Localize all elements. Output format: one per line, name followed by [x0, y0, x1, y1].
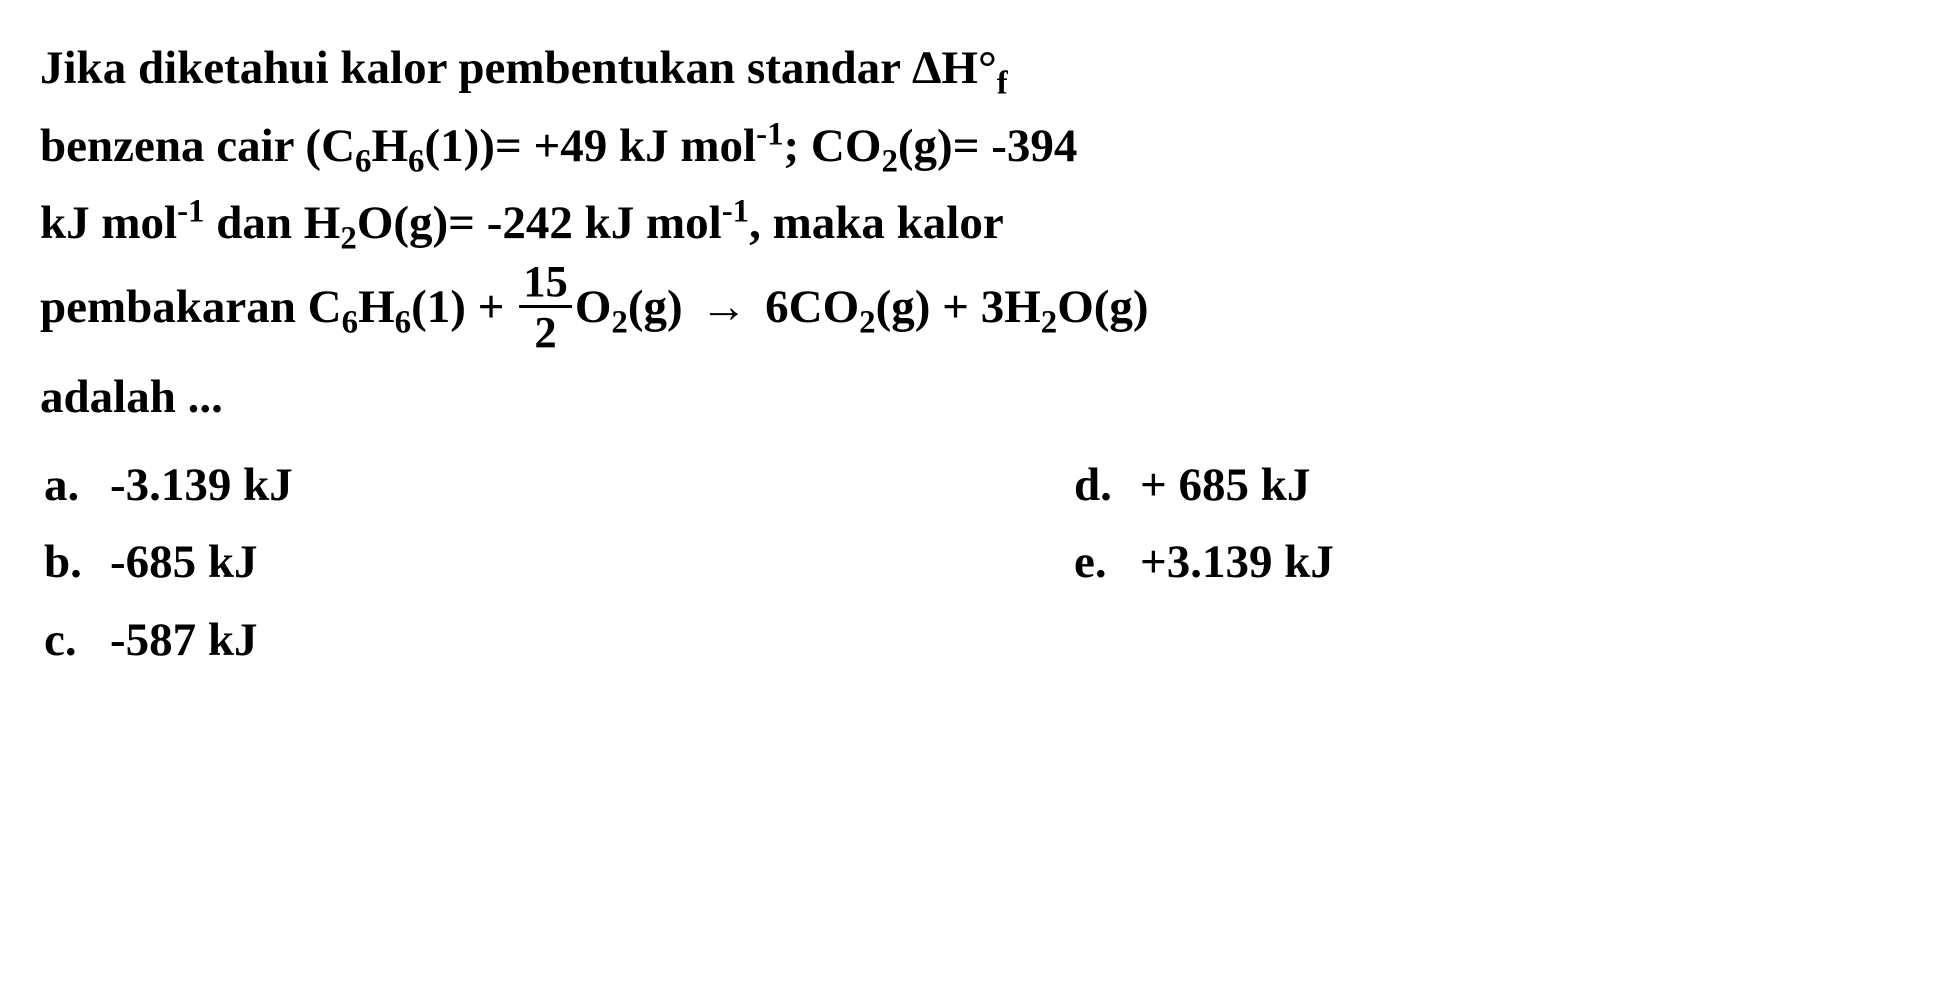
- option-a: a. -3.139 kJ: [40, 447, 1070, 525]
- subscript: 6: [342, 304, 358, 340]
- subscript: 2: [340, 220, 356, 256]
- numerator: 15: [519, 259, 572, 309]
- answer-options: a. -3.139 kJ b. -685 kJ c. -587 kJ d. + …: [40, 447, 1912, 680]
- subscript: 2: [1041, 304, 1057, 340]
- text: , maka kalor: [749, 197, 1004, 249]
- text: (g) + 3H: [876, 281, 1041, 333]
- question-line-1: Jika diketahui kalor pembentukan standar…: [40, 30, 1912, 108]
- text: (g): [628, 281, 695, 333]
- options-column-right: d. + 685 kJ e. +3.139 kJ: [1070, 447, 1912, 680]
- superscript: -1: [756, 116, 783, 152]
- question-line-4: pembakaran C6H6(1) + 152O2(g) → 6CO2(g) …: [40, 263, 1912, 359]
- text: kJ mol: [40, 197, 177, 249]
- option-text: -3.139 kJ: [110, 447, 293, 525]
- superscript: -1: [722, 193, 749, 229]
- question-line-5: adalah ...: [40, 359, 1912, 437]
- options-column-left: a. -3.139 kJ b. -685 kJ c. -587 kJ: [40, 447, 1070, 680]
- subscript: 2: [611, 304, 627, 340]
- arrow-icon: →: [700, 269, 747, 347]
- question-line-3: kJ mol-1 dan H2O(g)= -242 kJ mol-1, maka…: [40, 185, 1912, 263]
- option-letter: b.: [40, 524, 110, 602]
- text: dan H: [205, 197, 341, 249]
- option-letter: e.: [1070, 524, 1140, 602]
- option-e: e. +3.139 kJ: [1070, 524, 1912, 602]
- option-c: c. -587 kJ: [40, 602, 1070, 680]
- option-b: b. -685 kJ: [40, 524, 1070, 602]
- subscript: 6: [395, 304, 411, 340]
- text: (1) +: [411, 281, 516, 333]
- fraction: 152: [519, 259, 572, 355]
- text: H: [371, 120, 408, 172]
- question-block: Jika diketahui kalor pembentukan standar…: [40, 30, 1912, 679]
- text: adalah ...: [40, 371, 223, 423]
- text: ; CO: [784, 120, 882, 172]
- subscript: 6: [355, 143, 371, 179]
- question-line-2: benzena cair (C6H6(1))= +49 kJ mol-1; CO…: [40, 108, 1912, 186]
- text: 6CO: [753, 281, 859, 333]
- subscript: 2: [859, 304, 875, 340]
- option-text: -587 kJ: [110, 602, 258, 680]
- text: O: [575, 281, 612, 333]
- superscript: -1: [177, 193, 204, 229]
- option-letter: a.: [40, 447, 110, 525]
- text: Jika diketahui kalor pembentukan standar: [40, 42, 912, 94]
- delta-h-symbol: ΔH°: [912, 42, 997, 94]
- subscript-f: f: [997, 65, 1008, 101]
- text: O(g)= -242 kJ mol: [357, 197, 722, 249]
- text: H: [358, 281, 395, 333]
- option-text: -685 kJ: [110, 524, 258, 602]
- text: O(g): [1057, 281, 1148, 333]
- option-letter: c.: [40, 602, 110, 680]
- subscript: 6: [408, 143, 424, 179]
- option-text: + 685 kJ: [1140, 447, 1310, 525]
- option-letter: d.: [1070, 447, 1140, 525]
- denominator: 2: [519, 308, 572, 355]
- text: (1))= +49 kJ mol: [425, 120, 757, 172]
- option-text: +3.139 kJ: [1140, 524, 1334, 602]
- option-d: d. + 685 kJ: [1070, 447, 1912, 525]
- text: (g)= -394: [898, 120, 1078, 172]
- text: benzena cair (C: [40, 120, 355, 172]
- text: pembakaran C: [40, 281, 342, 333]
- subscript: 2: [881, 143, 897, 179]
